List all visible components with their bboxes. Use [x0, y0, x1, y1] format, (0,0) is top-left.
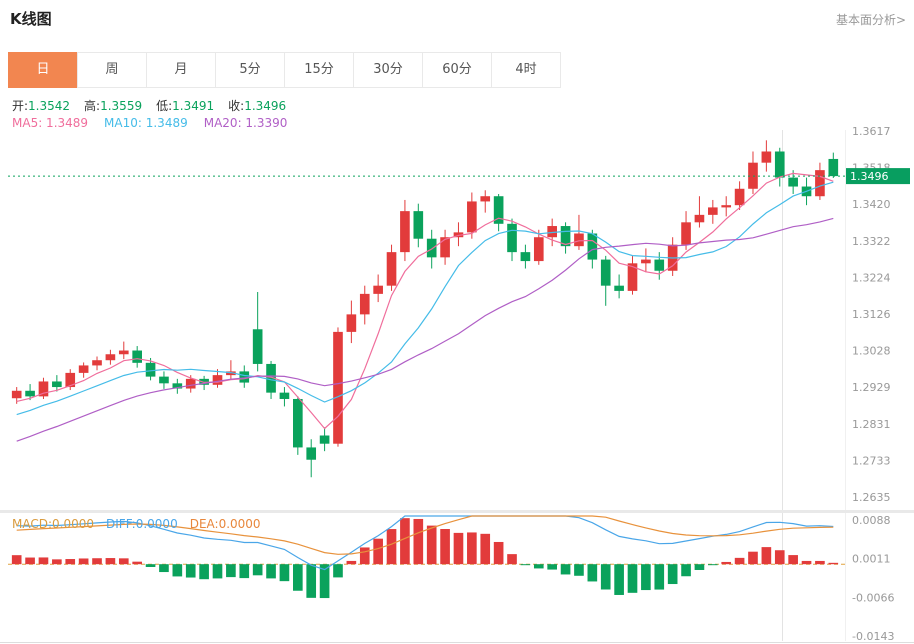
tab-4hour[interactable]: 4时: [491, 52, 561, 88]
svg-text:-0.0143: -0.0143: [852, 630, 894, 643]
ma5-label: MA5: 1.3489: [12, 116, 89, 130]
macd-histogram: [11, 518, 839, 599]
svg-text:1.3496: 1.3496: [850, 170, 889, 183]
fundamental-analysis-link[interactable]: 基本面分析>: [835, 13, 906, 27]
ohlc-open-label: 开:: [12, 99, 29, 113]
page-title: K线图: [10, 10, 52, 28]
macd-axis: 0.0088 0.0011 -0.0066 -0.0143: [852, 514, 894, 643]
tab-day[interactable]: 日: [8, 52, 78, 88]
tab-month[interactable]: 月: [146, 52, 216, 88]
svg-text:0.0088: 0.0088: [852, 514, 891, 527]
ma20-label: MA20: 1.3390: [203, 116, 288, 130]
candlesticks: [11, 140, 839, 478]
current-price-badge: 1.3496: [846, 168, 910, 185]
ohlc-low-value: 1.3491: [172, 99, 215, 113]
svg-text:1.3126: 1.3126: [852, 308, 891, 321]
ohlc-row: 开:1.3542 高:1.3559 低:1.3491 收:1.3496: [12, 97, 300, 114]
diff-line: [16, 515, 834, 571]
tab-60min[interactable]: 60分: [422, 52, 492, 88]
svg-text:-0.0066: -0.0066: [852, 591, 894, 604]
svg-text:1.3028: 1.3028: [852, 345, 891, 358]
ma10-line: [16, 181, 834, 416]
tab-15min[interactable]: 15分: [284, 52, 354, 88]
ohlc-close-label: 收:: [228, 99, 245, 113]
svg-text:1.2733: 1.2733: [852, 454, 891, 467]
ohlc-low-label: 低:: [156, 99, 173, 113]
ohlc-high-label: 高:: [84, 99, 101, 113]
ohlc-close-value: 1.3496: [244, 99, 287, 113]
ma-row: MA5: 1.3489 MA10: 1.3489 MA20: 1.3390: [12, 116, 303, 130]
price-axis: 1.36171.35181.34201.33221.32241.31261.30…: [852, 125, 891, 504]
svg-text:0.0011: 0.0011: [852, 553, 891, 566]
macd-row: MACD:0.0000 DIFF:0.0000 DEA:0.0000: [12, 517, 273, 531]
macd-indicator-label: MACD:0.0000: [12, 517, 95, 531]
svg-text:1.2929: 1.2929: [852, 381, 891, 394]
tab-week[interactable]: 周: [77, 52, 147, 88]
svg-text:1.3617: 1.3617: [852, 125, 891, 138]
svg-text:1.3420: 1.3420: [852, 198, 891, 211]
interval-tabs: 日周月 5分 15分 30分 60分 4时: [8, 52, 561, 88]
panel-divider: [0, 510, 914, 513]
svg-text:1.2831: 1.2831: [852, 418, 891, 431]
ma20-line: [16, 217, 834, 442]
dea-indicator-label: DEA:0.0000: [189, 517, 261, 531]
tab-5min[interactable]: 5分: [215, 52, 285, 88]
ohlc-high-value: 1.3559: [100, 99, 143, 113]
ma5-line: [16, 172, 834, 430]
diff-indicator-label: DIFF:0.0000: [106, 517, 178, 531]
svg-text:1.3322: 1.3322: [852, 235, 891, 248]
dea-line: [16, 515, 834, 555]
ma10-label: MA10: 1.3489: [104, 116, 188, 130]
tab-30min[interactable]: 30分: [353, 52, 423, 88]
ohlc-open-value: 1.3542: [28, 99, 71, 113]
svg-text:1.3224: 1.3224: [852, 271, 891, 284]
svg-text:1.2635: 1.2635: [852, 491, 891, 504]
